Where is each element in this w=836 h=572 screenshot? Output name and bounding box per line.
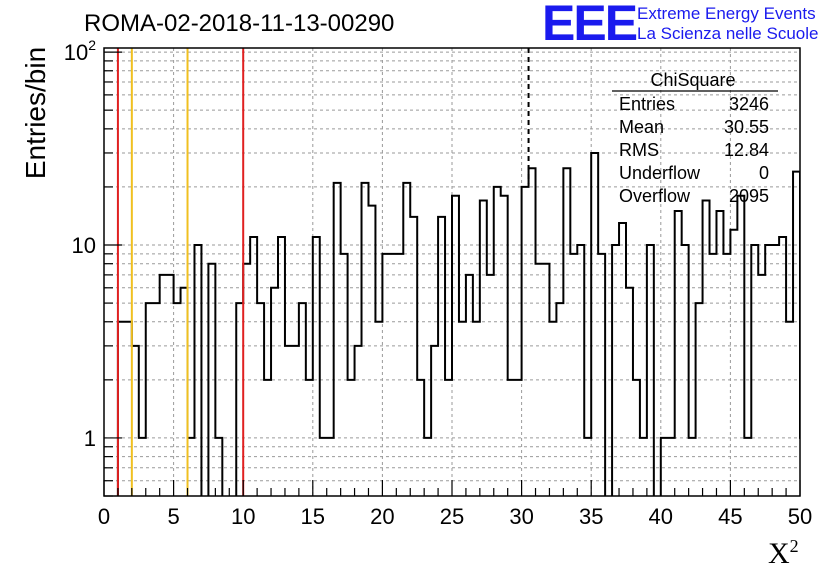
y-tick-label-exponent: 2: [88, 37, 96, 53]
x-tick-label: 20: [370, 504, 394, 529]
x-tick-label: 5: [167, 504, 179, 529]
stats-rows: Entries 3246 Mean 30.55 RMS 12.84 Underflow 0 Ov…: [619, 94, 769, 206]
stats-row-label: Underflow: [619, 163, 701, 183]
x-tick-label: 30: [509, 504, 533, 529]
logo-mark: EEE: [542, 0, 638, 51]
stats-row-label: Mean: [619, 117, 664, 137]
stats-row-label: Overflow: [619, 186, 691, 206]
stats-row-value: 2095: [729, 186, 769, 206]
logo-line-2: La Scienza nelle Scuole: [637, 24, 819, 43]
cut-lines-layer: [116, 48, 530, 496]
stats-box: ChiSquare Entries 3246 Mean 30.55 RMS 12.84 Un…: [612, 70, 778, 206]
stats-row-label: RMS: [619, 140, 659, 160]
stats-title: ChiSquare: [650, 70, 735, 90]
y-tick-label-base: 10: [64, 40, 88, 65]
histogram-layer: [116, 151, 800, 496]
x-tick-label: 50: [788, 504, 812, 529]
run-title: ROMA-02-2018-11-13-00290: [84, 10, 395, 37]
stats-row-value: 12.84: [724, 140, 769, 160]
y-tick-label: 10: [72, 233, 96, 258]
x-tick-label: 15: [301, 504, 325, 529]
eee-logo: EEE Extreme Energy Events La Scienza nel…: [542, 0, 832, 51]
x-tick-label: 35: [579, 504, 603, 529]
x-tick-label: 40: [649, 504, 673, 529]
y-axis-label: Entries/bin: [20, 46, 51, 180]
x-axis-label-text: X: [768, 537, 790, 570]
stats-row-value: 3246: [729, 94, 769, 114]
x-tick-label: 10: [231, 504, 255, 529]
x-tick-label: 45: [718, 504, 742, 529]
x-axis-label-superscript: 2: [789, 536, 799, 556]
y-tick-label: 102: [64, 37, 96, 65]
stats-row-value: 30.55: [724, 117, 769, 137]
stats-row-value: 0: [759, 163, 769, 183]
x-axis-label: X2: [768, 536, 799, 571]
stats-row-label: Entries: [619, 94, 675, 114]
x-tick-label: 25: [440, 504, 464, 529]
logo-line-1: Extreme Energy Events: [637, 4, 816, 23]
y-tick-label: 1: [84, 426, 96, 451]
histogram-step-line: [116, 151, 800, 496]
x-tick-label: 0: [98, 504, 110, 529]
